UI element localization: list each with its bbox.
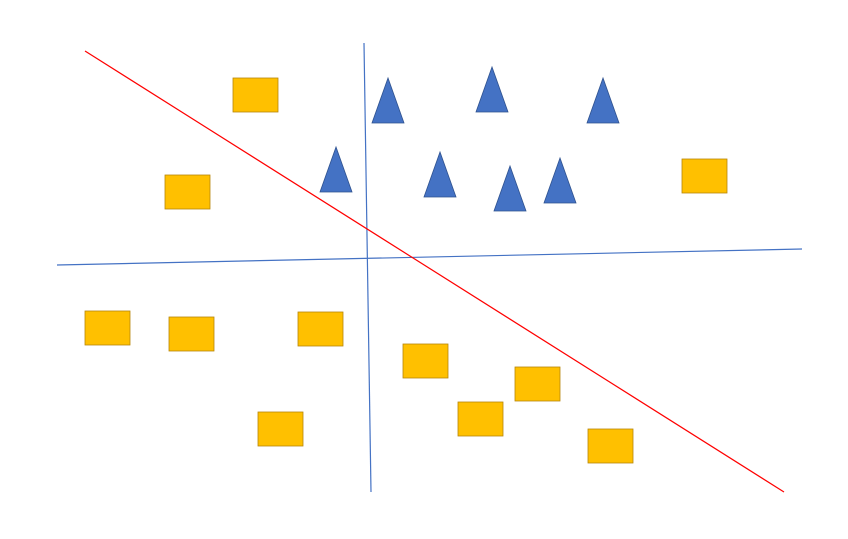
square-shape xyxy=(84,310,131,346)
decision-boundary-line xyxy=(84,50,785,493)
square-shape xyxy=(232,77,279,113)
triangle-shape xyxy=(493,164,527,212)
lines-layer xyxy=(56,42,803,493)
square-shape xyxy=(402,343,449,379)
squares-layer xyxy=(84,77,728,464)
vertical-axis-line xyxy=(363,42,372,493)
triangle-shape xyxy=(543,156,577,204)
square-shape xyxy=(681,158,728,194)
triangle-shape xyxy=(586,76,620,124)
triangle-shape xyxy=(319,145,353,193)
square-shape xyxy=(297,311,344,347)
square-shape xyxy=(164,174,211,210)
triangle-shape xyxy=(371,76,405,124)
square-shape xyxy=(257,411,304,447)
square-shape xyxy=(514,366,561,402)
square-shape xyxy=(457,401,504,437)
horizontal-axis-line xyxy=(56,248,803,266)
triangles-layer xyxy=(319,65,620,212)
triangle-shape xyxy=(475,65,509,113)
square-shape xyxy=(587,428,634,464)
square-shape xyxy=(168,316,215,352)
triangle-shape xyxy=(423,150,457,198)
